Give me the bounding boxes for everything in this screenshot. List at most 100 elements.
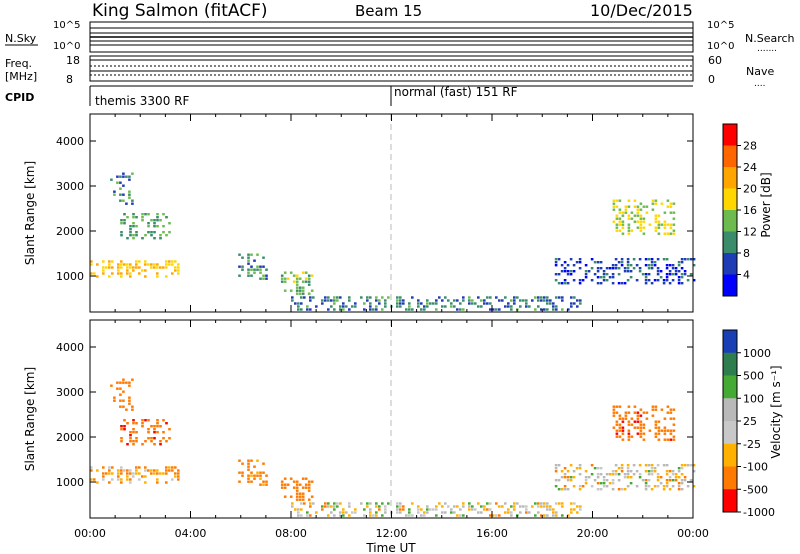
echo-cell (666, 411, 670, 414)
echo-cell (579, 299, 582, 302)
echo-cell (504, 296, 507, 299)
echo-cell (135, 422, 138, 425)
echo-cell (444, 502, 447, 505)
echo-cell (570, 508, 573, 511)
echo-cell (627, 223, 631, 226)
xtick-label: 00:00 (74, 527, 106, 540)
echo-cell (307, 274, 311, 277)
echo-cell (560, 282, 564, 285)
echo-cell (672, 223, 676, 226)
echo-cell (165, 469, 168, 472)
echo-cell (165, 440, 168, 443)
echo-cell (593, 273, 597, 276)
echo-cell (447, 505, 450, 508)
echo-cell (342, 305, 345, 308)
echo-cell (417, 505, 420, 508)
echo-cell (672, 423, 676, 426)
nsky-panel (89, 21, 694, 53)
colorbar-tick-label: 100 (743, 392, 764, 405)
echo-cell (621, 211, 625, 214)
echo-cell (301, 498, 305, 501)
echo-cell (102, 260, 105, 263)
echo-cell (633, 405, 637, 408)
echo-cell (426, 508, 429, 511)
echo-cell (327, 296, 330, 299)
echo-cell (420, 508, 423, 511)
echo-cell (605, 479, 609, 482)
echo-cell (507, 305, 510, 308)
echo-cell (558, 296, 561, 299)
echo-cell (333, 296, 336, 299)
echo-cell (117, 469, 120, 472)
echo-cell (669, 432, 673, 435)
echo-cell (680, 464, 684, 467)
echo-cell (590, 485, 594, 488)
echo-cell (399, 299, 402, 302)
echo-cell (621, 226, 625, 229)
echo-cell (298, 292, 302, 295)
echo-cell (307, 489, 311, 492)
echo-cell (584, 476, 588, 479)
echo-cell (153, 469, 156, 472)
echo-cell (108, 472, 111, 475)
echo-cell (626, 470, 630, 473)
echo-cell (623, 473, 627, 476)
echo-cell (108, 263, 111, 266)
echo-cell (126, 443, 129, 446)
echo-cell (596, 473, 600, 476)
echo-cell (546, 505, 549, 508)
echo-cell (543, 514, 546, 517)
echo-cell (138, 466, 141, 469)
echo-cell (554, 261, 558, 264)
echo-cell (375, 299, 378, 302)
echo-cell (336, 505, 339, 508)
echo-cell (363, 308, 366, 311)
echo-cell (132, 431, 135, 434)
echo-cell (666, 232, 670, 235)
echo-cell (399, 502, 402, 505)
echo-cell (375, 296, 378, 299)
echo-cell (665, 482, 669, 485)
echo-cell (611, 267, 615, 270)
echo-cell (554, 467, 558, 470)
echo-cell (456, 308, 459, 311)
echo-cell (596, 467, 600, 470)
echo-cell (615, 214, 619, 217)
echo-cell (626, 279, 630, 282)
echo-cell (612, 220, 616, 223)
echo-cell (259, 271, 262, 274)
echo-cell (90, 469, 93, 472)
echo-cell (405, 308, 408, 311)
echo-cell (309, 299, 312, 302)
echo-cell (132, 222, 135, 225)
echo-cell (126, 472, 129, 475)
echo-cell (549, 302, 552, 305)
echo-cell (396, 508, 399, 511)
echo-cell (265, 268, 268, 271)
echo-cell (656, 258, 660, 261)
echo-cell (295, 280, 299, 283)
cpid-segment-1: themis 3300 RF (95, 94, 189, 108)
echo-cell (663, 432, 667, 435)
echo-cell (292, 280, 296, 283)
echo-cell (663, 211, 667, 214)
echo-cell (375, 511, 378, 514)
echo-cell (459, 308, 462, 311)
echo-cell (247, 262, 250, 265)
echo-cell (570, 302, 573, 305)
echo-cell (156, 275, 159, 278)
echo-cell (159, 425, 162, 428)
echo-cell (247, 274, 250, 277)
echo-cell (660, 408, 664, 411)
echo-cell (306, 511, 309, 514)
echo-cell (563, 473, 567, 476)
echo-cell (128, 399, 131, 402)
echo-cell (119, 399, 122, 402)
echo-cell (618, 199, 622, 202)
echo-cell (295, 483, 299, 486)
echo-cell (686, 464, 690, 467)
echo-cell (656, 476, 660, 479)
echo-cell (650, 267, 654, 270)
echo-cell (563, 485, 567, 488)
xaxis-label: Time UT (365, 541, 416, 554)
